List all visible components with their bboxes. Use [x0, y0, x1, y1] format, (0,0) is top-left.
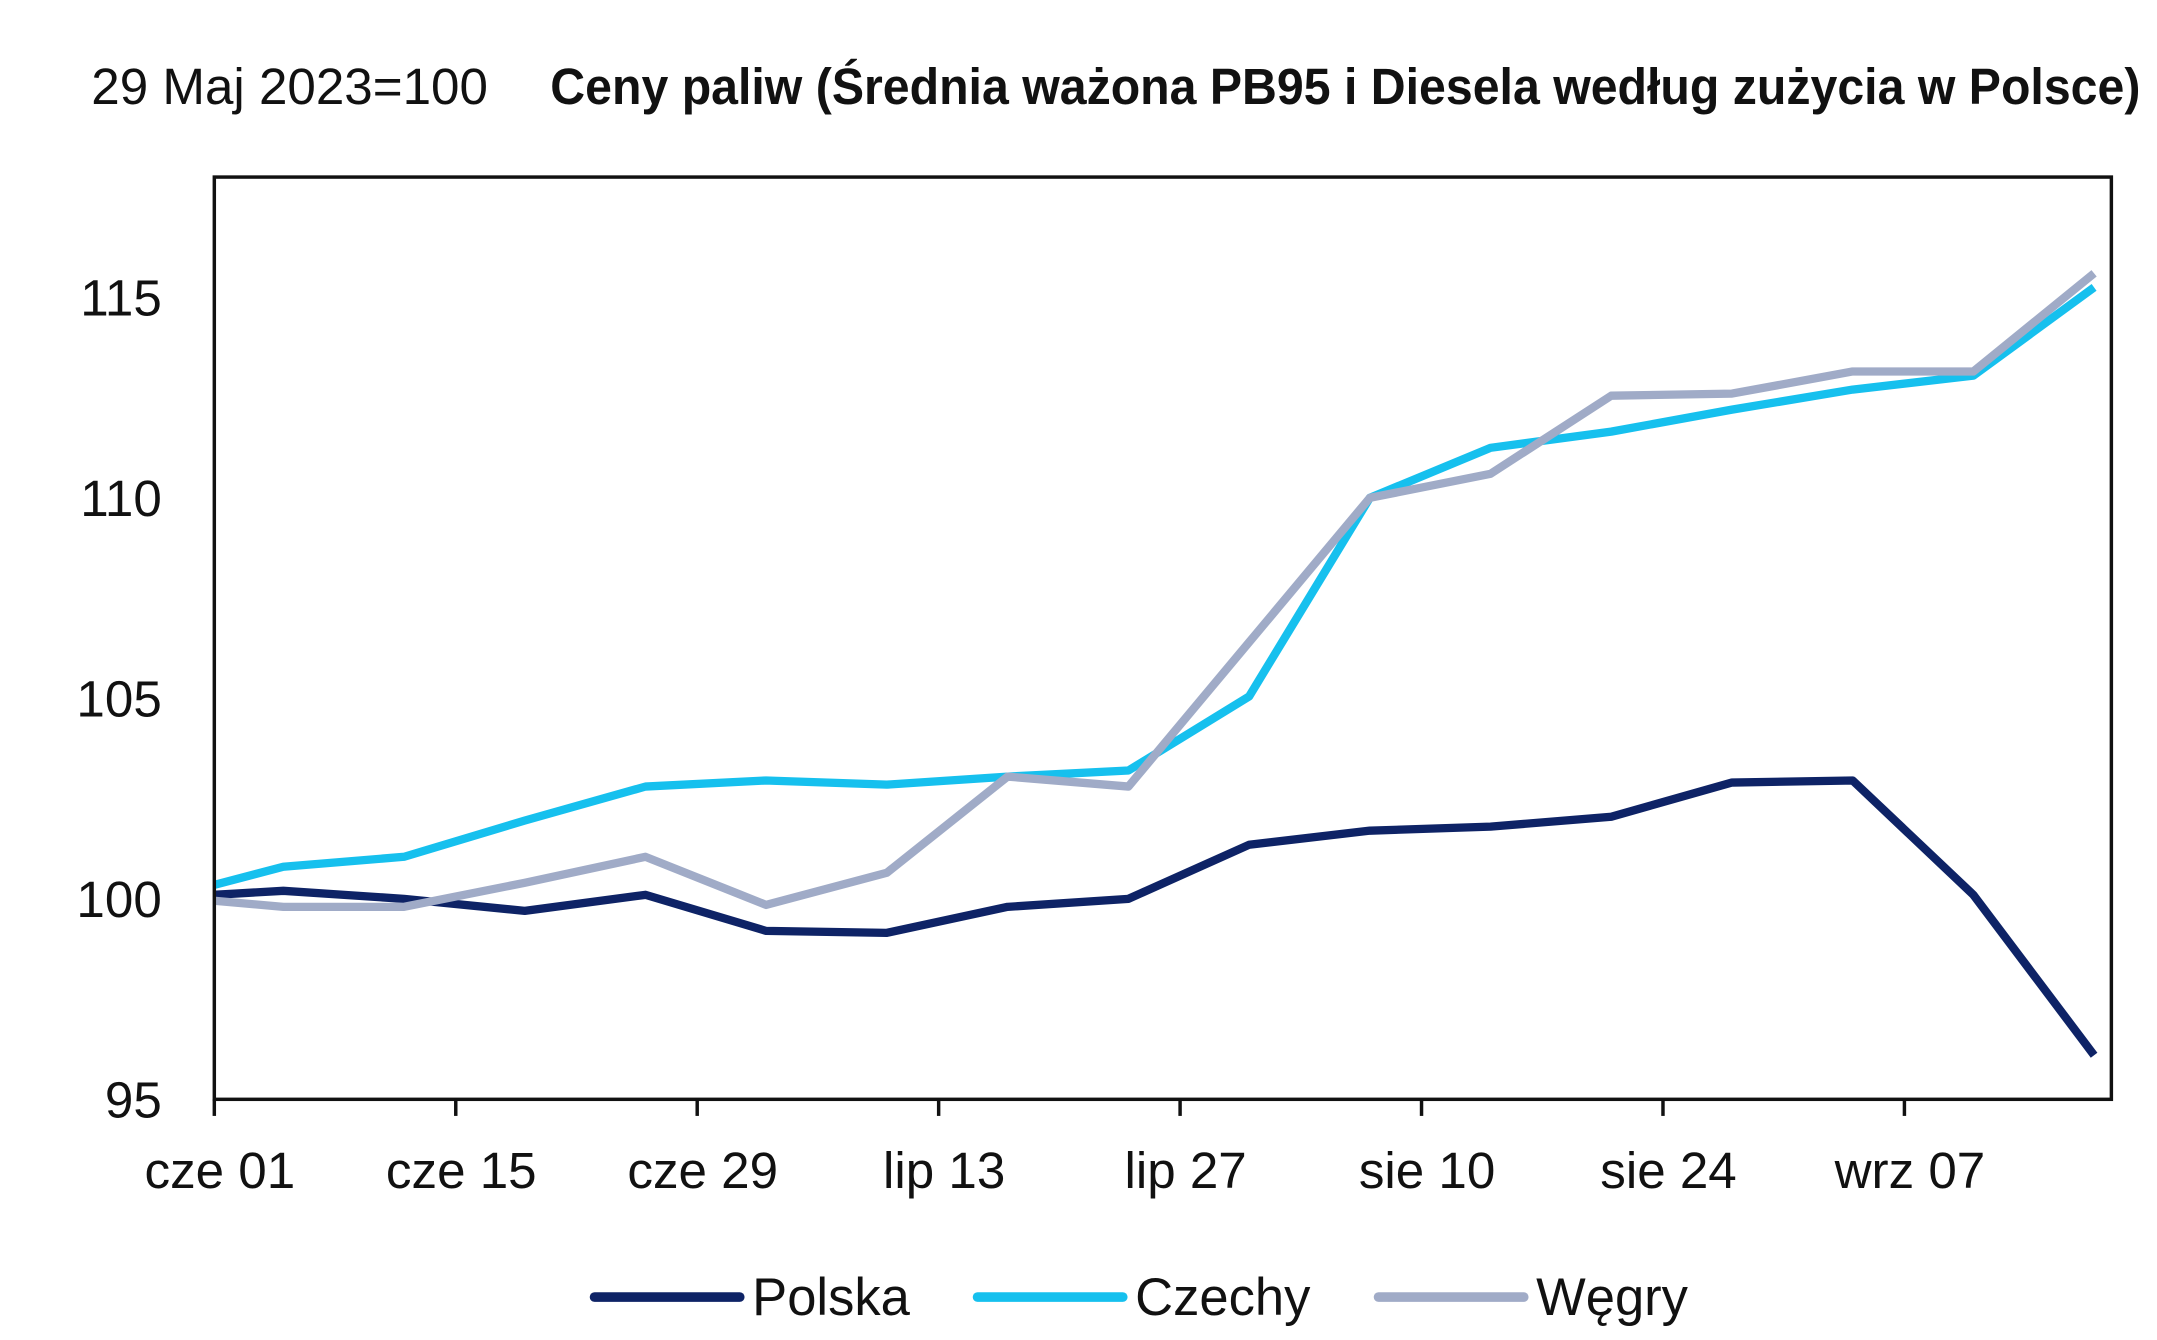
series-line-polska — [214, 776, 2098, 1058]
x-tick-label: cze 29 — [627, 1142, 778, 1199]
x-tick-label: sie 24 — [1600, 1142, 1736, 1199]
x-tick-label: lip 13 — [883, 1142, 1005, 1199]
x-tick-label: sie 10 — [1359, 1142, 1495, 1199]
legend-label-czechy: Czechy — [1135, 1268, 1311, 1327]
y-tick-label: 115 — [80, 269, 162, 326]
y-tick-label: 95 — [105, 1071, 162, 1128]
base-label: 29 Maj 2023=100 — [91, 58, 488, 115]
plot-frame — [212, 175, 2114, 1102]
y-tick-label: 105 — [76, 670, 161, 727]
legend-label-węgry: Węgry — [1536, 1268, 1689, 1327]
legend-label-polska: Polska — [752, 1268, 910, 1327]
x-tick-label: wrz 07 — [1834, 1142, 1986, 1199]
plot-area: 95 100 105 110 115 cze 01 cze 15 cze 29 lip 13 li… — [76, 175, 2114, 1327]
y-tick-label: 100 — [76, 871, 161, 928]
series-line-węgry — [213, 270, 2097, 912]
x-tick-label: cze 01 — [145, 1142, 296, 1199]
chart-title: Ceny paliw (Średnia ważona PB95 i Diesel… — [550, 58, 2140, 115]
series-line-czechy — [213, 284, 2097, 889]
x-tick-label: lip 27 — [1124, 1142, 1246, 1199]
y-tick-label: 110 — [80, 470, 162, 527]
x-tick-label: cze 15 — [386, 1142, 537, 1199]
